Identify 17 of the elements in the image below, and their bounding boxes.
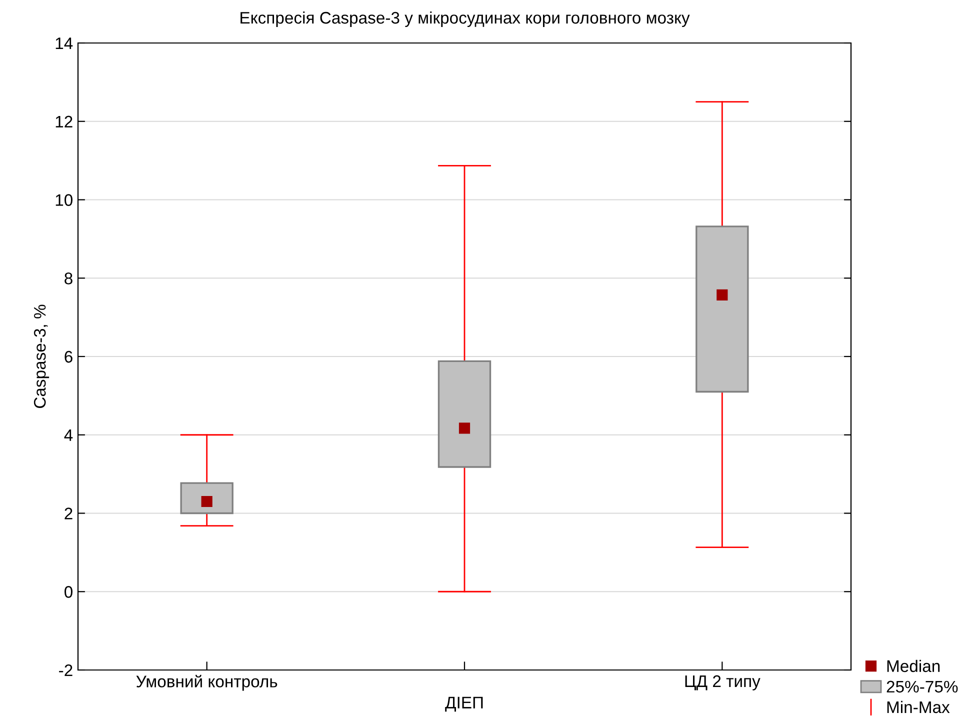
y-tick-label: 10 bbox=[56, 194, 72, 206]
y-tick-label: -2 bbox=[59, 664, 72, 676]
x-axis-title: ДІЕП bbox=[445, 696, 483, 712]
x-tick-label: Умовний контроль bbox=[136, 674, 278, 691]
y-tick-label: 6 bbox=[64, 350, 72, 363]
text: Min-Max bbox=[887, 700, 950, 714]
text: Median bbox=[887, 660, 940, 672]
y-tick-label: 14 bbox=[56, 38, 73, 50]
y-axis-title: Caspase-3, % bbox=[34, 304, 50, 408]
y-tick-label: 2 bbox=[64, 508, 72, 520]
chart-title: Експресія Caspase-3 у мікросудинах кори головного мозку bbox=[240, 11, 690, 28]
y-tick-label: 4 bbox=[64, 429, 73, 441]
y-tick-label: 8 bbox=[64, 272, 72, 284]
y-tick-label: 0 bbox=[64, 586, 72, 598]
legend-label: 25%-75% bbox=[886, 680, 958, 693]
y-tick-label: 12 bbox=[56, 116, 72, 128]
x-tick-label: ЦД 2 типу bbox=[685, 675, 760, 690]
